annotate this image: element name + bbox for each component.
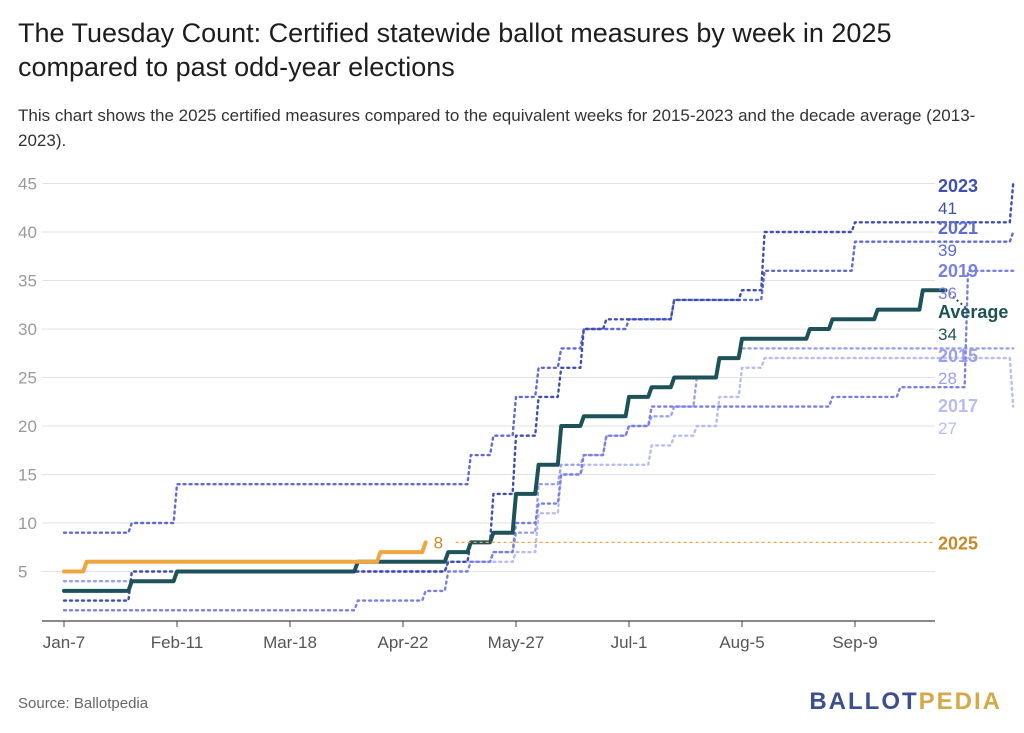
- x-tick-label: Feb-11: [151, 633, 204, 652]
- series-value-average: 34: [938, 325, 957, 344]
- x-tick-label: Mar-18: [263, 633, 317, 652]
- y-tick-label: 5: [18, 563, 27, 582]
- source-note: Source: Ballotpedia: [18, 695, 149, 712]
- logo-part-1: BALLOT: [809, 688, 919, 715]
- series-label-2019: 2019: [938, 261, 978, 281]
- chart-subtitle: This chart shows the 2025 certified meas…: [18, 106, 976, 150]
- series-line-2023: [62, 182, 1015, 602]
- y-tick-label: 15: [18, 466, 37, 485]
- x-tick-label: Jul-1: [611, 633, 648, 652]
- series-line-average: [62, 288, 948, 593]
- series-value-2019: 36: [938, 284, 957, 303]
- y-tick-label: 25: [18, 369, 37, 388]
- data-label-2025-value: 8: [434, 533, 443, 552]
- y-tick-label: 30: [18, 320, 37, 339]
- ballotpedia-logo: BALLOTPEDIA: [809, 688, 1002, 716]
- y-tick-label: 35: [18, 272, 37, 291]
- series-line-2019: [62, 269, 1015, 612]
- x-tick-label: Apr-22: [377, 633, 428, 652]
- series-line-2015: [62, 347, 1015, 583]
- logo-part-2: PEDIA: [918, 688, 1002, 715]
- series-line-2021: [62, 230, 1015, 534]
- series-value-2021: 39: [938, 241, 957, 260]
- series-label-average: Average: [938, 302, 1008, 322]
- series-label-2025: 2025: [938, 533, 978, 553]
- y-tick-label: 45: [18, 175, 37, 194]
- y-tick-label: 10: [18, 514, 37, 533]
- x-tick-label: Jan-7: [43, 633, 86, 652]
- chart-title: The Tuesday Count: Certified statewide b…: [18, 18, 892, 82]
- y-tick-label: 40: [18, 223, 37, 242]
- series-value-2023: 41: [938, 199, 957, 218]
- series-label-2017: 2017: [938, 396, 978, 416]
- x-tick-label: May-27: [488, 633, 545, 652]
- x-tick-label: Aug-5: [719, 633, 764, 652]
- series-value-2017: 27: [938, 419, 957, 438]
- series-value-2015: 28: [938, 369, 957, 388]
- series-label-2015: 2015: [938, 346, 978, 366]
- series-line-2025: [62, 540, 428, 574]
- y-tick-label: 20: [18, 417, 37, 436]
- series-label-2021: 2021: [938, 218, 978, 238]
- x-tick-label: Sep-9: [832, 633, 877, 652]
- series-label-2023: 2023: [938, 176, 978, 196]
